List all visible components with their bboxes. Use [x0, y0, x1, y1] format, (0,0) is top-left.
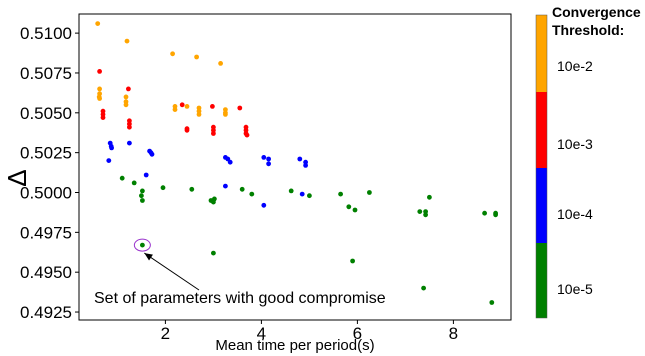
data-point-10e-5 — [421, 285, 426, 291]
data-point-10e-4 — [299, 191, 305, 197]
annotation-arrow-line — [144, 252, 200, 291]
data-point-10e-5 — [139, 193, 144, 199]
data-point-10e-4 — [143, 172, 149, 178]
data-point-10e-5 — [423, 212, 428, 218]
y-tick-label: 0.4925 — [20, 303, 72, 322]
y-tick-label: 0.5075 — [20, 64, 72, 83]
data-point-10e-5 — [493, 212, 498, 218]
annotation-highlight-ellipse — [133, 238, 151, 252]
data-point-10e-2 — [123, 94, 129, 100]
data-point-10e-5 — [352, 207, 358, 213]
data-point-10e-2 — [95, 21, 101, 26]
data-point-10e-5 — [140, 242, 145, 248]
data-point-10e-4 — [266, 161, 271, 167]
y-tick-label: 0.4950 — [20, 263, 72, 282]
data-point-10e-2 — [218, 61, 224, 66]
annotation: Set of parameters with good compromise — [94, 238, 386, 307]
data-point-10e-5 — [489, 300, 495, 305]
data-point-10e-4 — [261, 202, 267, 208]
data-point-10e-4 — [261, 155, 267, 160]
data-point-10e-5 — [239, 186, 245, 192]
data-point-10e-5 — [140, 198, 145, 203]
data-point-10e-5 — [427, 194, 432, 200]
data-point-10e-2 — [194, 54, 200, 60]
annotation-arrow-head — [144, 253, 153, 261]
colorbar-segment-10e-5 — [536, 243, 547, 318]
colorbar-title-line-2: Threshold: — [552, 22, 624, 38]
colorbar-title-line-1: Convergence — [552, 4, 641, 20]
data-point-10e-5 — [131, 180, 137, 186]
data-point-10e-4 — [266, 156, 271, 162]
data-point-10e-2 — [97, 86, 102, 92]
data-point-10e-5 — [140, 188, 145, 194]
y-tick-label: 0.5100 — [20, 24, 72, 43]
data-point-10e-5 — [189, 186, 195, 192]
colorbar-frame — [535, 14, 548, 319]
x-axis-label: Mean time per period(s) — [215, 337, 374, 354]
data-point-10e-4 — [297, 156, 303, 162]
data-point-10e-4 — [106, 158, 112, 164]
y-tick-label: 0.5000 — [20, 184, 72, 203]
data-point-10e-5 — [367, 190, 372, 195]
data-point-10e-2 — [123, 102, 129, 108]
data-point-10e-5 — [160, 185, 166, 191]
colorbar-segment-10e-4 — [536, 168, 547, 243]
data-point-10e-2 — [97, 96, 102, 101]
data-point-10e-5 — [211, 250, 216, 256]
data-point-10e-5 — [249, 191, 255, 197]
data-point-10e-5 — [119, 175, 125, 181]
data-point-10e-5 — [346, 204, 352, 210]
data-point-10e-4 — [126, 140, 132, 146]
data-point-10e-2 — [196, 112, 202, 117]
y-tick-label: 0.5025 — [20, 144, 72, 163]
plot-frame — [78, 13, 512, 321]
data-point-10e-3 — [179, 102, 185, 108]
data-point-10e-3 — [211, 131, 216, 136]
colorbar-label-10e-4: 10e-4 — [557, 206, 593, 222]
y-tick-label: 0.4975 — [20, 223, 72, 242]
colorbar-segment-10e-2 — [536, 15, 547, 92]
y-axis-label: Δ — [2, 169, 32, 186]
data-point-10e-4 — [149, 151, 155, 157]
data-point-10e-5 — [350, 258, 355, 264]
data-point-10e-3 — [100, 115, 106, 120]
data-point-10e-3 — [97, 69, 102, 74]
scatter-points — [95, 21, 498, 305]
data-point-10e-5 — [482, 210, 487, 216]
x-tick-label: 8 — [449, 324, 458, 343]
colorbar-label-10e-2: 10e-2 — [557, 58, 593, 74]
plot-area — [78, 13, 512, 321]
axis-ticks: 2 4 6 8 0.4925 0.4950 0.4975 0.5000 0.5025 0.5050… — [20, 24, 458, 343]
x-tick-label: 4 — [257, 324, 266, 343]
data-point-10e-2 — [170, 51, 176, 57]
data-point-10e-4 — [303, 163, 308, 168]
data-point-10e-4 — [109, 145, 114, 151]
data-point-10e-2 — [184, 104, 190, 109]
y-tick-label: 0.5050 — [20, 104, 72, 123]
colorbar-label-10e-3: 10e-3 — [557, 136, 593, 152]
data-point-10e-3 — [244, 132, 250, 138]
colorbar-label-10e-5: 10e-5 — [557, 281, 593, 297]
data-point-10e-3 — [237, 105, 243, 111]
data-point-10e-5 — [307, 193, 312, 199]
data-point-10e-2 — [223, 112, 228, 117]
data-point-10e-3 — [126, 124, 132, 130]
annotation-text: Set of parameters with good compromise — [94, 290, 386, 307]
data-point-10e-4 — [223, 183, 228, 189]
data-point-10e-3 — [210, 104, 215, 109]
data-point-10e-2 — [172, 107, 178, 112]
data-point-10e-5 — [288, 188, 294, 194]
data-point-10e-5 — [212, 196, 217, 202]
data-point-10e-5 — [338, 191, 343, 197]
data-point-10e-2 — [124, 38, 130, 44]
data-point-10e-3 — [125, 86, 131, 92]
colorbar-segment-10e-3 — [536, 92, 547, 168]
data-point-10e-4 — [227, 159, 233, 165]
data-point-10e-5 — [417, 209, 423, 215]
x-tick-label: 2 — [161, 324, 170, 343]
x-tick-label: 6 — [353, 324, 362, 343]
data-point-10e-3 — [184, 127, 190, 133]
colorbar-legend: Convergence Threshold: 10e-2 10e-3 10e-4… — [535, 4, 641, 319]
